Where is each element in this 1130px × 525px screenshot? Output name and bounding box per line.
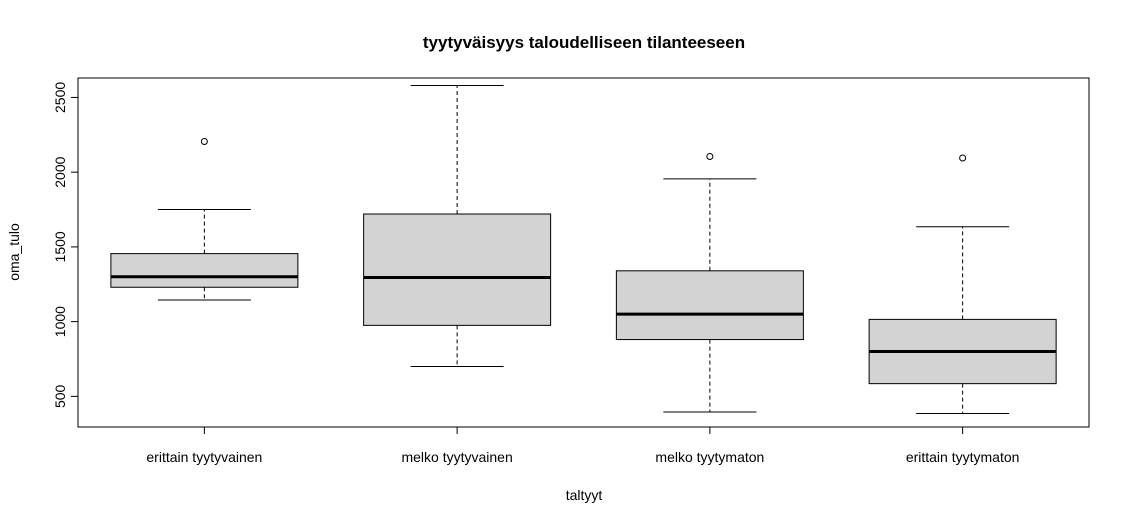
outlier-point [706, 152, 714, 160]
box-iqr [363, 213, 552, 326]
y-axis-label: oma_tulo [6, 223, 22, 281]
y-axis: 500 1000 1500 2000 2500 [52, 82, 79, 408]
box-iqr [110, 253, 299, 288]
box-4 [868, 154, 1057, 415]
x-axis: erittain tyytyvainen melko tyytyvainen mel… [146, 426, 1020, 465]
y-tick-label: 1500 [52, 231, 68, 262]
x-tick-label: melko tyytyvainen [401, 449, 512, 465]
box-1 [110, 138, 299, 301]
box-iqr [615, 270, 804, 341]
outlier-point [200, 138, 208, 146]
x-axis-label: taltyyt [566, 487, 603, 503]
y-tick-label: 1000 [52, 306, 68, 337]
box-group [110, 84, 1057, 415]
y-tick-label: 2000 [52, 156, 68, 187]
x-tick-label: erittain tyytyvainen [146, 449, 262, 465]
x-tick-label: melko tyytymaton [655, 449, 764, 465]
y-tick-label: 2500 [52, 82, 68, 113]
outlier-point [959, 154, 967, 162]
x-tick-label: erittain tyytymaton [906, 449, 1020, 465]
y-tick-label: 500 [52, 384, 68, 408]
box-3 [615, 152, 804, 413]
box-2 [363, 84, 552, 367]
chart-title: tyytyväisyys taloudelliseen tilanteeseen [423, 33, 745, 52]
